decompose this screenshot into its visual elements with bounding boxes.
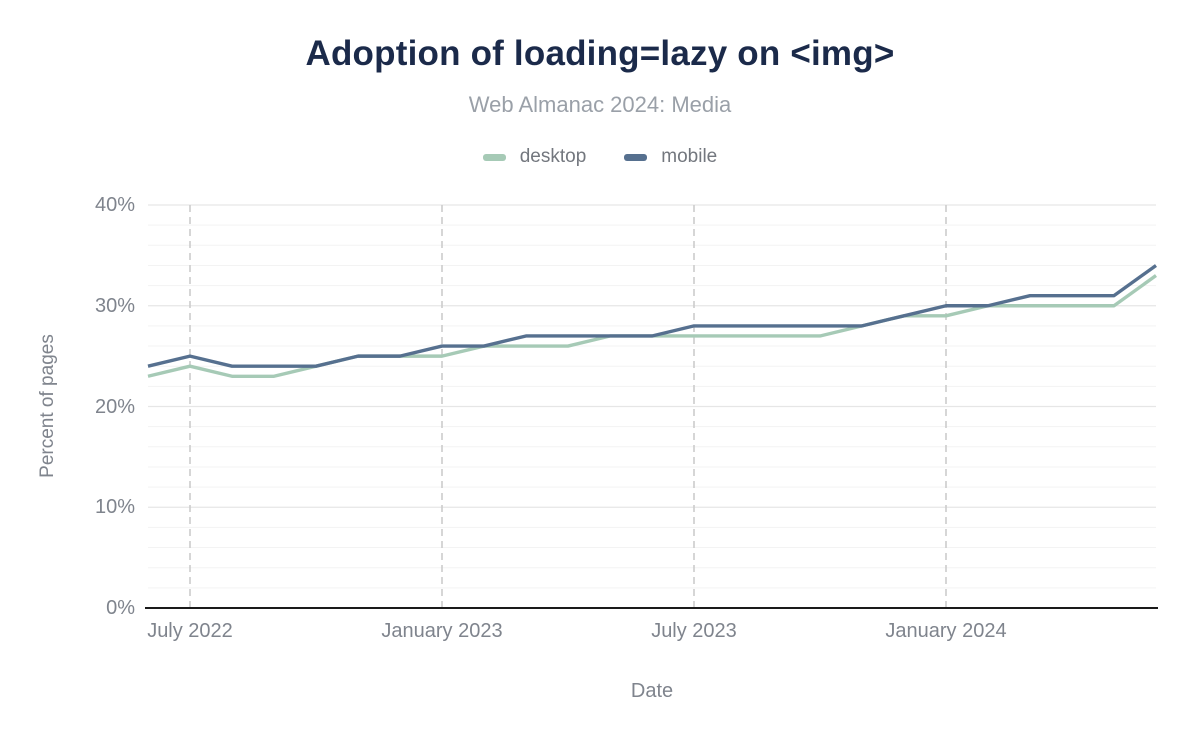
mobile-line	[147, 264, 1157, 368]
y-tick-label: 0%	[106, 597, 135, 619]
y-tick-label: 10%	[94, 496, 135, 519]
x-tick-label: July 2023	[651, 620, 737, 642]
legend-label-desktop: desktop	[519, 146, 587, 167]
x-tick-label: January 2023	[381, 620, 503, 642]
chart-title: Adoption of loading=lazy on <img>	[305, 34, 895, 73]
mobile-series-swatch	[624, 153, 648, 161]
legend: desktop mobile	[0, 146, 1200, 168]
desktop-series-swatch	[482, 153, 506, 161]
x-tick-label: July 2022	[147, 620, 233, 642]
legend-item-desktop: desktop	[482, 146, 587, 168]
x-tick-label: January 2024	[885, 620, 1007, 642]
legend-item-mobile: mobile	[624, 146, 717, 168]
chart-subtitle: Web Almanac 2024: Media	[468, 92, 732, 117]
legend-label-mobile: mobile	[661, 146, 718, 167]
y-tick-label: 30%	[94, 294, 135, 317]
x-axis-title: Date	[630, 680, 674, 702]
y-tick-label: 20%	[94, 395, 135, 418]
y-tick-label: 40%	[94, 194, 135, 216]
